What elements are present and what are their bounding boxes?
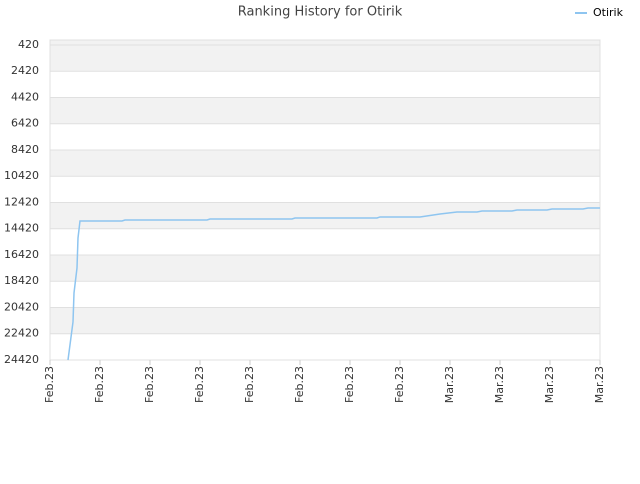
grid-band [50, 97, 600, 124]
x-tick-label: Feb.23 [93, 366, 106, 403]
y-tick-label: 18420 [4, 274, 39, 287]
y-tick-label: 20420 [4, 300, 39, 313]
grid-band [50, 307, 600, 334]
y-tick-label: 10420 [4, 169, 39, 182]
y-tick-label: 6420 [11, 117, 39, 130]
x-tick-label: Feb.23 [43, 366, 56, 403]
plot-frame [49, 39, 601, 361]
grid-band [50, 149, 600, 177]
y-tick-label: 4420 [11, 90, 39, 103]
y-tick-label: 12420 [4, 195, 39, 208]
x-tick-label: Mar.23 [543, 366, 556, 403]
grid-band [50, 202, 600, 229]
x-tick-label: Feb.23 [193, 366, 206, 403]
y-tick-label: 2420 [11, 64, 39, 77]
y-tick-label: 8420 [11, 143, 39, 156]
legend-label: Otirik [593, 6, 624, 19]
y-tick-label: 22420 [4, 327, 39, 340]
x-tick-label: Mar.23 [493, 366, 506, 403]
y-tick-label: 16420 [4, 248, 39, 261]
line [67, 207, 600, 361]
grid-band [50, 254, 600, 282]
x-tick-label: Mar.23 [593, 366, 606, 403]
x-tick-label: Feb.23 [343, 366, 356, 403]
y-tick-label: 420 [18, 38, 39, 51]
x-tick-label: Feb.23 [393, 366, 406, 403]
x-tick-label: Feb.23 [243, 366, 256, 403]
chart-title: Ranking History for Otirik [238, 5, 403, 20]
x-tick-label: Mar.23 [443, 366, 456, 403]
y-tick-label: 24420 [4, 353, 39, 366]
y-tick-label: 14420 [4, 222, 39, 235]
x-tick-label: Feb.23 [293, 366, 306, 403]
x-tick-label: Feb.23 [143, 366, 156, 403]
